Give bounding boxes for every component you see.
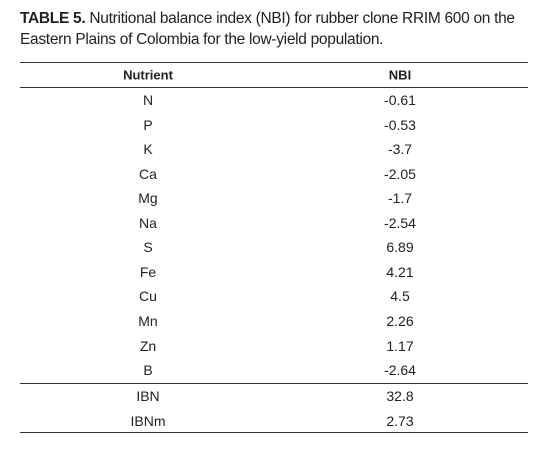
nutrient: P [143,116,153,133]
nbi-value: 6.89 [386,239,414,256]
column-header: NBI [388,67,412,83]
nbi-value: -2.64 [384,362,416,379]
nbi-value: -2.54 [384,214,416,231]
top-rule [20,62,528,63]
nbi-value: -3.7 [387,141,413,158]
summary-rule [20,383,528,384]
summary-value: 32.8 [386,388,414,404]
table-caption: TABLE 5. Nutritional balance index (NBI)… [20,8,540,50]
summary-label: IBN [136,388,160,404]
nutrient: Na [139,214,157,231]
summary-value: 2.73 [386,412,414,429]
nbi-value: 1.17 [386,337,414,354]
nbi-value: -1.7 [387,190,413,207]
nbi-value: 4.21 [386,263,414,280]
nutrient: Ca [139,165,157,182]
nutrient: Cu [139,288,157,305]
bottom-rule [20,432,528,433]
nutrient: Mn [138,312,158,329]
nbi-value: 2.26 [386,312,414,329]
nbi-value: -0.53 [384,116,416,133]
header-rule [20,87,528,88]
nbi-value: 4.5 [390,288,410,305]
nutrient: Fe [139,263,157,280]
caption-label: TABLE 5. [20,10,86,27]
nutrient: N [142,92,154,108]
nutrient: B [143,362,153,379]
nbi-value: -2.05 [384,165,416,182]
nutrient: Mg [138,190,158,207]
nutrient: Zn [139,337,157,354]
summary-label: IBNm [130,412,166,429]
nutrient: K [143,141,153,158]
nbi-value: -0.61 [384,92,416,108]
column-header: Nutrient [123,67,173,83]
caption-text: Nutritional balance index (NBI) for rubb… [20,10,515,48]
nutrient: S [143,239,153,256]
